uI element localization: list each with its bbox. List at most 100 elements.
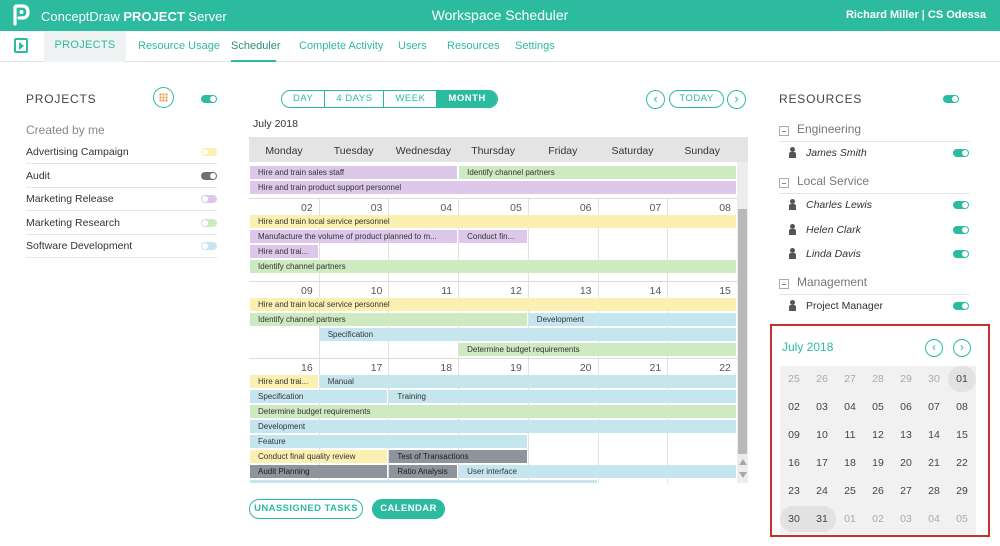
mini-calendar-day[interactable]: 27 — [900, 485, 912, 497]
mini-calendar-day[interactable]: 22 — [956, 457, 968, 469]
task-bar[interactable]: Hire and train product support personnel — [250, 181, 736, 194]
collapse-group-icon[interactable] — [779, 126, 789, 136]
mini-calendar-day[interactable]: 29 — [956, 485, 968, 497]
task-bar[interactable]: Identify channel partners — [250, 313, 527, 326]
mini-calendar-day[interactable]: 15 — [956, 429, 968, 441]
task-bar[interactable]: Specification — [319, 328, 736, 341]
task-bar[interactable]: Hire and trai... — [250, 375, 318, 388]
mini-calendar-day[interactable]: 16 — [788, 457, 800, 469]
resource-name[interactable]: Helen Clark — [806, 223, 861, 236]
resource-name[interactable]: James Smith — [806, 147, 867, 159]
mini-calendar-day[interactable]: 28 — [872, 373, 884, 385]
task-bar[interactable]: Conduct fin... — [459, 230, 527, 243]
task-bar[interactable]: Specification — [250, 390, 388, 403]
tab-scheduler[interactable]: Scheduler — [231, 40, 281, 52]
task-bar[interactable]: Ratio Analysis — [389, 465, 458, 478]
tab-complete-activity[interactable]: Complete Activity — [299, 40, 384, 52]
project-toggle[interactable] — [201, 171, 217, 180]
mini-calendar-day[interactable]: 23 — [788, 485, 800, 497]
task-bar[interactable]: Determine budget requirements — [250, 405, 736, 418]
calendar-button[interactable]: CALENDAR — [372, 499, 445, 519]
mini-calendar-day[interactable]: 30 — [780, 506, 808, 532]
mini-calendar-day[interactable]: 03 — [900, 513, 912, 525]
mini-calendar-day[interactable]: 27 — [844, 373, 856, 385]
resources-toggle[interactable] — [943, 95, 959, 103]
mini-calendar-day[interactable]: 14 — [928, 429, 940, 441]
task-bar[interactable]: User interface — [459, 465, 736, 478]
project-toggle[interactable] — [201, 148, 217, 156]
task-bar[interactable]: Identify channel partners — [250, 260, 736, 273]
mini-calendar-day[interactable]: 21 — [928, 457, 940, 469]
mini-calendar-day[interactable]: 25 — [788, 373, 800, 385]
task-bar[interactable]: Hire and train local service personnel — [250, 215, 736, 228]
resource-name[interactable]: Project Manager — [806, 300, 884, 313]
mini-calendar-day[interactable]: 19 — [872, 457, 884, 469]
scroll-up-icon[interactable] — [739, 459, 747, 465]
project-name[interactable]: Software Development — [26, 240, 133, 252]
project-name[interactable]: Marketing Release — [26, 193, 114, 205]
project-toggle[interactable] — [201, 195, 217, 203]
task-bar[interactable]: Identify channel partners — [459, 166, 736, 179]
view-month-button[interactable]: MONTH — [437, 91, 497, 107]
mini-calendar-day[interactable]: 29 — [900, 373, 912, 385]
scroll-down-icon[interactable] — [739, 472, 747, 478]
projects-toggle[interactable] — [201, 95, 217, 103]
resource-toggle[interactable] — [953, 149, 969, 157]
task-bar[interactable]: Manufacture the volume of product planne… — [250, 230, 458, 243]
mini-calendar-day[interactable]: 25 — [844, 485, 856, 497]
tab-resource-usage[interactable]: Resource Usage — [138, 40, 220, 52]
collapse-group-icon[interactable] — [779, 279, 789, 290]
project-row[interactable]: Marketing Release — [26, 188, 217, 211]
task-bar[interactable]: Documentation — [250, 480, 597, 483]
task-bar[interactable]: Development — [250, 420, 736, 433]
resource-toggle[interactable] — [953, 249, 969, 258]
task-bar[interactable]: Hire and trai... — [250, 245, 318, 258]
project-toggle[interactable] — [201, 218, 217, 227]
mini-calendar-day[interactable]: 28 — [928, 485, 940, 497]
tab-resources[interactable]: Resources — [447, 40, 500, 52]
task-bar[interactable]: Hire and train sales staff — [250, 166, 458, 179]
mini-calendar-day[interactable]: 06 — [900, 401, 912, 413]
tab-settings[interactable]: Settings — [515, 40, 555, 52]
project-name[interactable]: Marketing Research — [26, 216, 120, 229]
today-button[interactable]: TODAY — [669, 90, 724, 108]
mini-calendar-day[interactable]: 02 — [872, 513, 884, 525]
mini-calendar-day[interactable]: 31 — [808, 506, 836, 532]
mini-calendar-day[interactable]: 01 — [844, 513, 856, 525]
mini-calendar-day[interactable]: 07 — [928, 401, 940, 413]
next-period-button[interactable]: › — [727, 90, 746, 109]
mini-calendar-day[interactable]: 05 — [956, 513, 968, 525]
mini-calendar-day[interactable]: 04 — [844, 401, 856, 413]
task-bar[interactable]: Audit Planning — [250, 465, 388, 478]
task-bar[interactable]: Test of Transactions — [389, 450, 527, 463]
project-row[interactable]: Advertising Campaign — [26, 141, 217, 164]
unassigned-tasks-button[interactable]: UNASSIGNED TASKS — [249, 499, 363, 519]
mini-calendar-day[interactable]: 02 — [788, 401, 800, 413]
resource-name[interactable]: Linda Davis — [806, 247, 861, 260]
task-bar[interactable]: Determine budget requirements — [459, 343, 736, 356]
mini-calendar-day[interactable]: 30 — [928, 373, 940, 385]
project-name[interactable]: Advertising Campaign — [26, 146, 129, 158]
color-palette-button[interactable] — [153, 87, 174, 108]
project-name[interactable]: Audit — [26, 169, 50, 182]
collapse-group-icon[interactable] — [779, 178, 789, 189]
scrollbar-thumb[interactable] — [738, 209, 747, 454]
mini-calendar-day[interactable]: 08 — [956, 401, 968, 413]
project-row[interactable]: Marketing Research — [26, 212, 217, 235]
mini-prev-month-button[interactable]: ‹ — [925, 339, 943, 357]
calendar-scrollbar[interactable] — [737, 162, 748, 483]
resource-toggle[interactable] — [953, 201, 969, 210]
view-week-button[interactable]: WEEK — [384, 91, 438, 107]
mini-calendar-day[interactable]: 09 — [788, 429, 800, 441]
mini-calendar-day[interactable]: 26 — [816, 373, 828, 385]
user-name[interactable]: Richard Miller | CS Odessa — [845, 9, 986, 21]
mini-calendar-day[interactable]: 13 — [900, 429, 912, 441]
resource-toggle[interactable] — [953, 302, 969, 311]
mini-calendar-day[interactable]: 18 — [844, 457, 856, 469]
resource-toggle[interactable] — [953, 225, 969, 234]
task-bar[interactable]: Feature — [250, 435, 527, 448]
mini-calendar-day[interactable]: 10 — [816, 429, 828, 441]
view-4days-button[interactable]: 4 DAYS — [325, 91, 385, 107]
project-row[interactable]: Software Development — [26, 235, 217, 258]
mini-calendar-day[interactable]: 01 — [948, 366, 976, 392]
